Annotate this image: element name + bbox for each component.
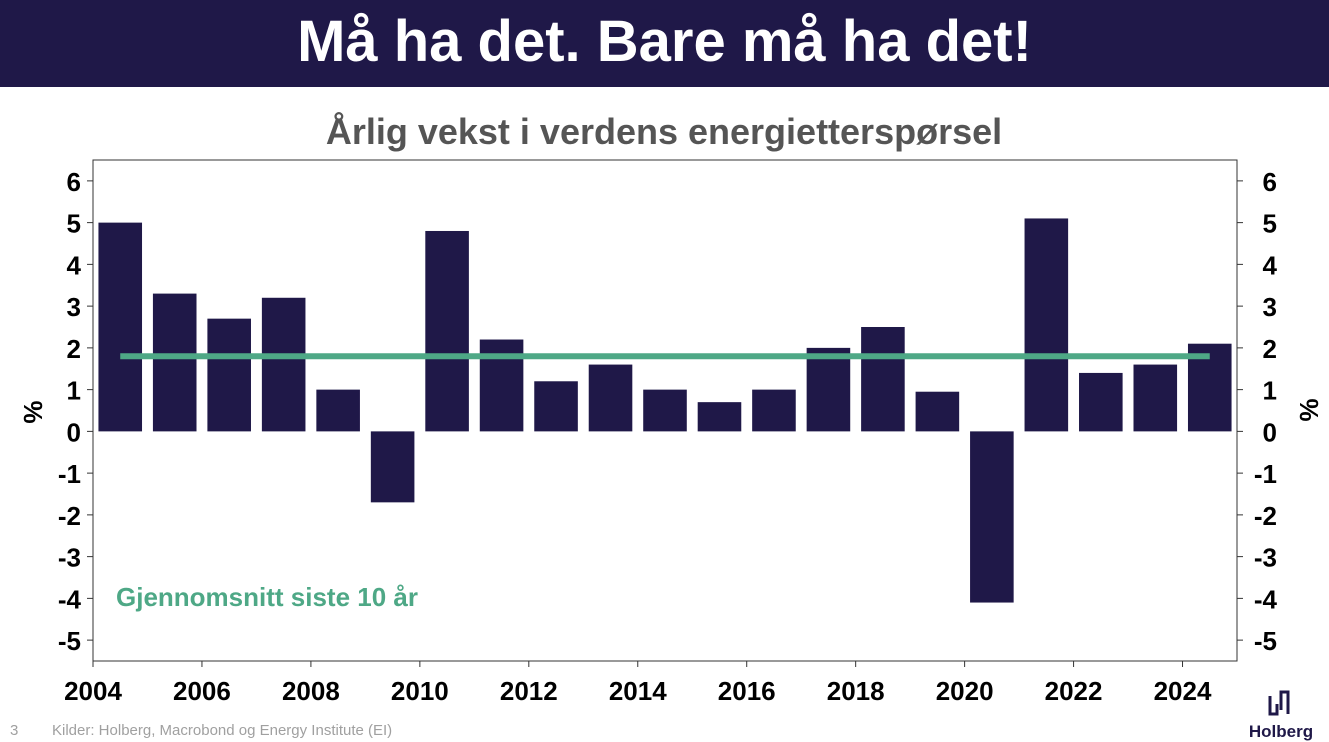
- y-tick-label-left: -2: [58, 501, 81, 531]
- bar-2014: [643, 389, 687, 432]
- bar-2020: [970, 431, 1014, 603]
- bar-2006: [207, 318, 251, 432]
- bar-2012: [534, 381, 578, 432]
- y-tick-label-left: -5: [58, 626, 81, 656]
- y-tick-label-right: 0: [1263, 417, 1277, 447]
- x-tick-label: 2018: [827, 676, 885, 706]
- x-tick-label: 2012: [500, 676, 558, 706]
- x-tick-label: 2008: [282, 676, 340, 706]
- y-tick-label-left: 0: [67, 417, 81, 447]
- x-tick-label: 2006: [173, 676, 231, 706]
- bar-chart-icon: [1268, 690, 1290, 716]
- y-tick-label-left: 4: [67, 250, 82, 280]
- y-tick-label-right: -2: [1254, 501, 1277, 531]
- x-tick-label: 2020: [936, 676, 994, 706]
- bar-2022: [1079, 372, 1123, 432]
- bar-2013: [588, 364, 633, 432]
- y-axis-label-left: %: [18, 400, 48, 423]
- y-tick-label-right: -4: [1254, 584, 1278, 614]
- x-tick-label: 2024: [1154, 676, 1212, 706]
- bar-2018: [861, 327, 905, 432]
- y-tick-label-right: -3: [1254, 543, 1277, 573]
- bar-2023: [1133, 364, 1178, 432]
- bar-2015: [697, 402, 742, 432]
- y-axis-right: 6 5 4 3 2 1 0 -1 -2 -3 -4 -5: [1237, 167, 1278, 656]
- bar-2008: [316, 389, 360, 432]
- y-axis-label-right: %: [1294, 398, 1324, 421]
- x-tick-label: 2016: [718, 676, 776, 706]
- logo-text: Holberg: [1248, 722, 1314, 741]
- y-tick-label-left: 1: [67, 376, 81, 406]
- y-tick-label-left: 6: [67, 167, 81, 197]
- x-tick-label: 2010: [391, 676, 449, 706]
- y-tick-label-right: -5: [1254, 626, 1277, 656]
- title-banner: Må ha det. Bare må ha det!: [0, 0, 1329, 87]
- x-axis: 2004 2006 2008 2010 2012 2014 2016 2018 2020 2022…: [64, 661, 1212, 706]
- y-tick-label-left: 5: [67, 209, 81, 239]
- x-tick-label: 2022: [1045, 676, 1103, 706]
- bar-2009: [370, 431, 415, 503]
- y-axis-left: 6 5 4 3 2 1 0 -1 -2 -3 -4 -5: [58, 167, 93, 656]
- y-tick-label-left: -3: [58, 543, 81, 573]
- y-tick-label-left: -1: [58, 459, 81, 489]
- bar-2005: [152, 293, 197, 432]
- x-tick-label: 2004: [64, 676, 122, 706]
- y-tick-label-right: -1: [1254, 459, 1277, 489]
- bar-2017: [806, 347, 851, 432]
- slide-title: Må ha det. Bare må ha det!: [297, 9, 1032, 74]
- bar-2010: [425, 230, 469, 432]
- bar-2019: [915, 391, 960, 432]
- chart-title: Årlig vekst i verdens energietterspørsel: [326, 111, 1002, 152]
- page-number: 3: [10, 722, 19, 739]
- average-label: Gjennomsnitt siste 10 år: [116, 582, 418, 612]
- y-tick-label-right: 4: [1263, 250, 1278, 280]
- bar-2021: [1024, 218, 1069, 432]
- x-tick-label: 2014: [609, 676, 667, 706]
- source-note: Kilder: Holberg, Macrobond og Energy Ins…: [52, 722, 393, 739]
- y-tick-label-right: 5: [1263, 209, 1277, 239]
- y-tick-label-right: 3: [1263, 292, 1277, 322]
- y-tick-label-left: -4: [58, 584, 82, 614]
- plot-frame: [92, 159, 1238, 662]
- y-tick-label-left: 3: [67, 292, 81, 322]
- holberg-logo: Holberg: [1240, 684, 1322, 742]
- y-tick-label-right: 2: [1263, 334, 1277, 364]
- bar-series: [98, 218, 1232, 603]
- y-tick-label-right: 1: [1263, 376, 1277, 406]
- y-tick-label-left: 2: [67, 334, 81, 364]
- bar-2004: [98, 222, 143, 432]
- y-tick-label-right: 6: [1263, 167, 1277, 197]
- bar-2016: [752, 389, 796, 432]
- bar-2007: [261, 297, 306, 432]
